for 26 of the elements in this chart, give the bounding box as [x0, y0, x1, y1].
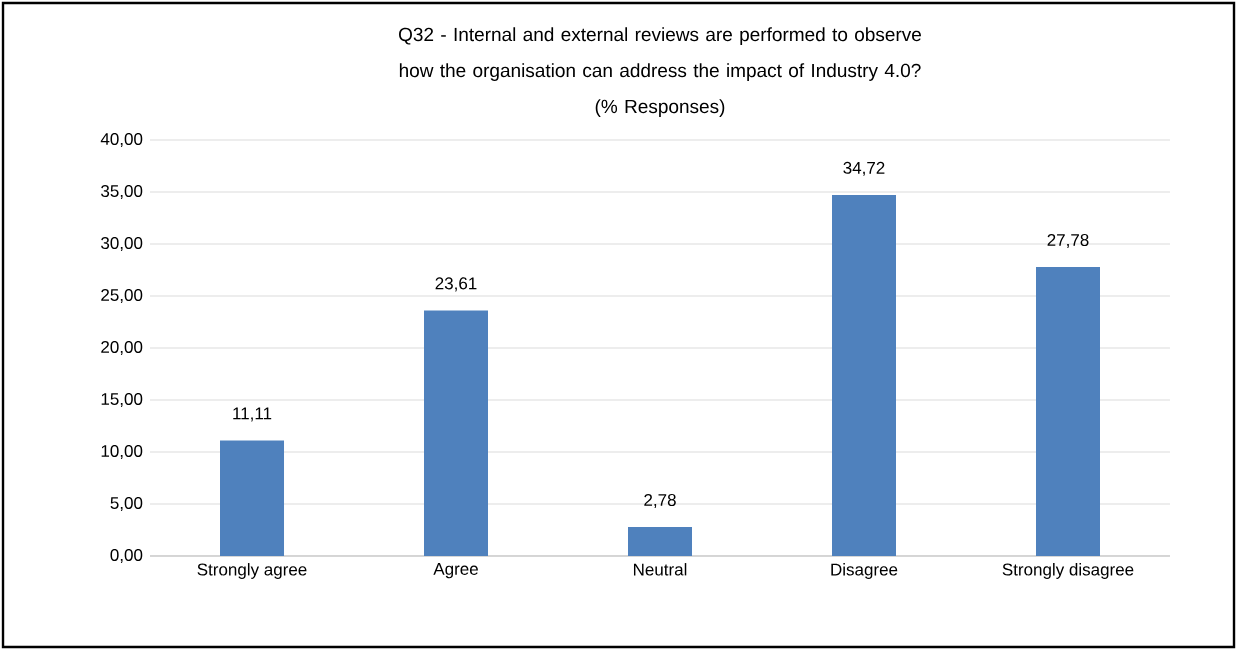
data-label: 23,61	[435, 277, 477, 292]
y-tick-label: 40,00	[100, 133, 143, 148]
x-tick-label: Agree	[433, 563, 478, 579]
x-tick-label: Neutral	[633, 563, 687, 576]
bar	[1036, 267, 1100, 556]
y-tick-label: 15,00	[101, 392, 143, 408]
y-tick-label: 0,00	[110, 548, 143, 564]
y-tick-label: 25,00	[101, 289, 143, 304]
y-tick-label: 35,00	[101, 185, 143, 200]
bar	[424, 310, 488, 556]
y-tick-label: 30,00	[101, 237, 143, 252]
y-tick-label: 20,00	[101, 341, 143, 356]
y-tick-label: 5,00	[110, 496, 143, 512]
bar	[220, 440, 285, 556]
data-label: 11,11	[233, 407, 272, 422]
bar	[628, 527, 693, 556]
data-label: 34,72	[843, 161, 885, 176]
y-tick-label: 10,00	[101, 444, 143, 460]
data-label: 27,78	[1047, 234, 1089, 249]
x-tick-label: Strongly disagree	[1002, 563, 1134, 579]
x-tick-label: Disagree	[831, 563, 898, 579]
bar	[832, 194, 896, 556]
data-label: 2,78	[644, 493, 676, 509]
chart-title: Q32 - Internal and external reviews are performed to observe how the organisation can address the impact of Industry 4.0?	[399, 27, 921, 81]
x-tick-label: Strongly agree	[197, 563, 307, 579]
chart-subtitle: (% Responses)	[595, 99, 725, 117]
